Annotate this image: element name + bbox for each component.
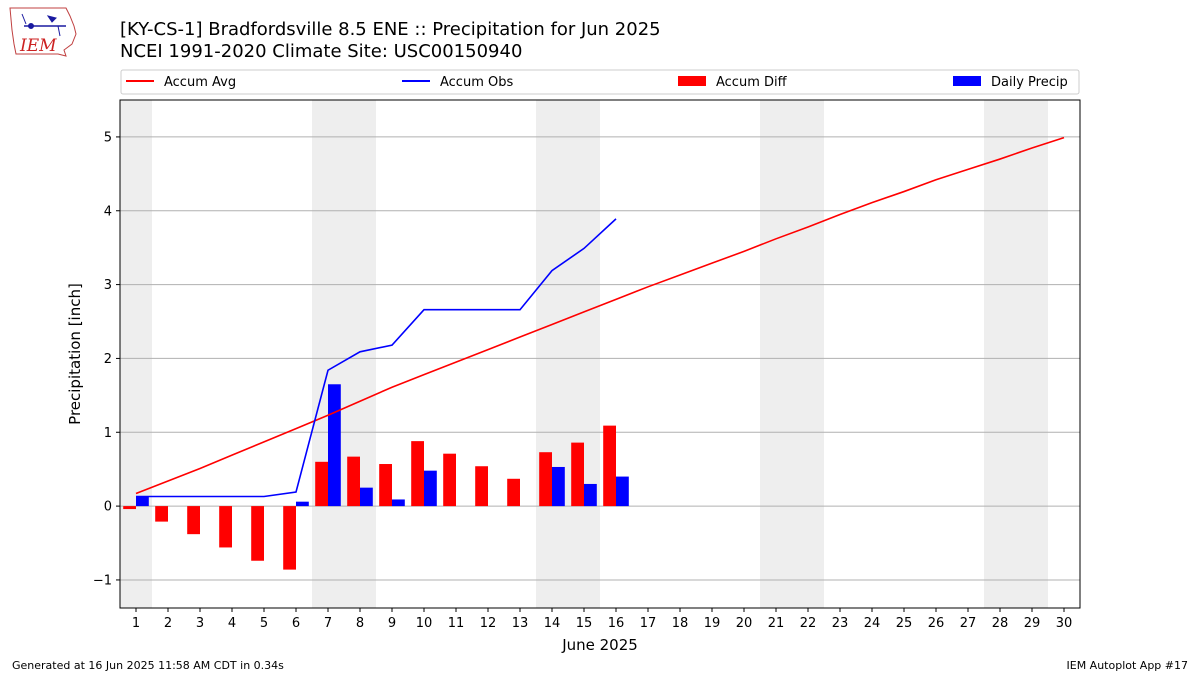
x-axis-label: June 2025	[561, 636, 638, 654]
x-tick-label: 18	[672, 616, 689, 631]
y-tick-label: 4	[104, 204, 112, 219]
y-tick-label: 1	[104, 426, 112, 441]
x-tick-label: 24	[864, 616, 881, 631]
daily-precip-bar	[424, 470, 437, 507]
daily-precip-bar	[136, 496, 149, 507]
daily-precip-bar	[328, 384, 341, 507]
x-tick-label: 7	[324, 616, 332, 631]
accum-diff-bar	[251, 506, 264, 561]
x-tick-label: 4	[228, 616, 236, 631]
weekend-shade-day-14	[536, 100, 568, 608]
x-tick-label: 15	[576, 616, 593, 631]
daily-precip-bar	[616, 476, 629, 507]
weekend-shade-day-22	[792, 100, 824, 608]
x-tick-label: 2	[164, 616, 172, 631]
weekend-shade-day-8	[344, 100, 376, 608]
x-tick-label: 6	[292, 616, 300, 631]
x-tick-label: 1	[132, 616, 140, 631]
x-tick-label: 9	[388, 616, 396, 631]
accum-diff-bar	[187, 506, 200, 535]
accum-obs-line	[136, 218, 617, 498]
accum-diff-bar	[507, 478, 520, 507]
accum-diff-bar	[411, 441, 424, 507]
x-tick-label: 16	[608, 616, 625, 631]
x-tick-label: 21	[768, 616, 785, 631]
y-axis-label: Precipitation [inch]	[66, 283, 84, 425]
legend-label-accum-avg: Accum Avg	[164, 75, 236, 90]
y-tick-label: 3	[104, 278, 112, 293]
x-tick-label: 25	[896, 616, 913, 631]
daily-precip-bar	[392, 499, 405, 507]
y-tick-label: −1	[93, 573, 112, 588]
x-tick-label: 28	[992, 616, 1009, 631]
x-tick-label: 20	[736, 616, 753, 631]
x-tick-label: 10	[416, 616, 433, 631]
chart-title: [KY-CS-1] Bradfordsville 8.5 ENE :: Prec…	[120, 19, 661, 40]
x-tick-label: 17	[640, 616, 657, 631]
footer-generated: Generated at 16 Jun 2025 11:58 AM CDT in…	[12, 659, 284, 672]
accum-avg-line	[135, 136, 1065, 495]
logo-text: IEM	[19, 36, 57, 56]
daily-precip-bar	[296, 501, 309, 507]
weekend-shade-day-28	[984, 100, 1016, 608]
iem-logo: IEM	[9, 7, 77, 57]
x-tick-label: 8	[356, 616, 364, 631]
x-tick-label: 30	[1056, 616, 1073, 631]
legend-swatch-daily-precip	[953, 76, 981, 86]
accum-diff-bar	[571, 442, 584, 507]
x-tick-label: 23	[832, 616, 849, 631]
weekend-shade-day-1	[120, 100, 152, 608]
weekend-shade-day-29	[1016, 100, 1048, 608]
iowa-outline-icon	[9, 7, 77, 57]
x-tick-label: 14	[544, 616, 561, 631]
accum-diff-bar	[443, 453, 456, 507]
chart-subtitle: NCEI 1991-2020 Climate Site: USC00150940	[120, 41, 522, 62]
x-tick-label: 22	[800, 616, 817, 631]
y-tick-label: 2	[104, 352, 112, 367]
y-tick-label: 5	[104, 130, 112, 145]
plot-frame	[119, 99, 1081, 609]
accum-diff-bar	[475, 466, 488, 507]
daily-precip-bar	[584, 483, 597, 507]
legend-label-accum-obs: Accum Obs	[440, 75, 513, 90]
accum-diff-bar	[539, 452, 552, 507]
daily-precip-bar	[360, 487, 373, 507]
x-tick-label: 3	[196, 616, 204, 631]
legend: Accum Avg Accum Obs Accum Diff Daily Pre…	[120, 69, 1080, 95]
accum-diff-bar	[123, 506, 136, 510]
x-tick-label: 26	[928, 616, 945, 631]
x-tick-label: 12	[480, 616, 497, 631]
accum-diff-bar	[347, 456, 360, 507]
x-tick-label: 13	[512, 616, 529, 631]
x-tick-label: 5	[260, 616, 268, 631]
weather-instruments-icon	[21, 13, 66, 37]
x-tick-label: 27	[960, 616, 977, 631]
legend-label-accum-diff: Accum Diff	[716, 75, 788, 90]
daily-precip-bar	[552, 466, 565, 507]
x-tick-label: 29	[1024, 616, 1041, 631]
x-tick-label: 11	[448, 616, 465, 631]
y-tick-label: 0	[104, 500, 112, 515]
legend-swatch-accum-diff	[678, 76, 706, 86]
weekend-shade-day-15	[568, 100, 600, 608]
accum-diff-bar	[315, 461, 328, 507]
footer-app: IEM Autoplot App #17	[1066, 659, 1189, 672]
accum-diff-bar	[283, 506, 296, 570]
accum-diff-bar	[155, 506, 168, 522]
legend-frame	[120, 69, 1080, 95]
weekend-shade-day-7	[312, 100, 344, 608]
accum-diff-bar	[603, 425, 616, 507]
legend-label-daily-precip: Daily Precip	[991, 75, 1068, 90]
accum-diff-bar	[379, 464, 392, 507]
weekend-shade-day-21	[760, 100, 792, 608]
x-tick-label: 19	[704, 616, 721, 631]
accum-diff-bar	[219, 506, 232, 548]
